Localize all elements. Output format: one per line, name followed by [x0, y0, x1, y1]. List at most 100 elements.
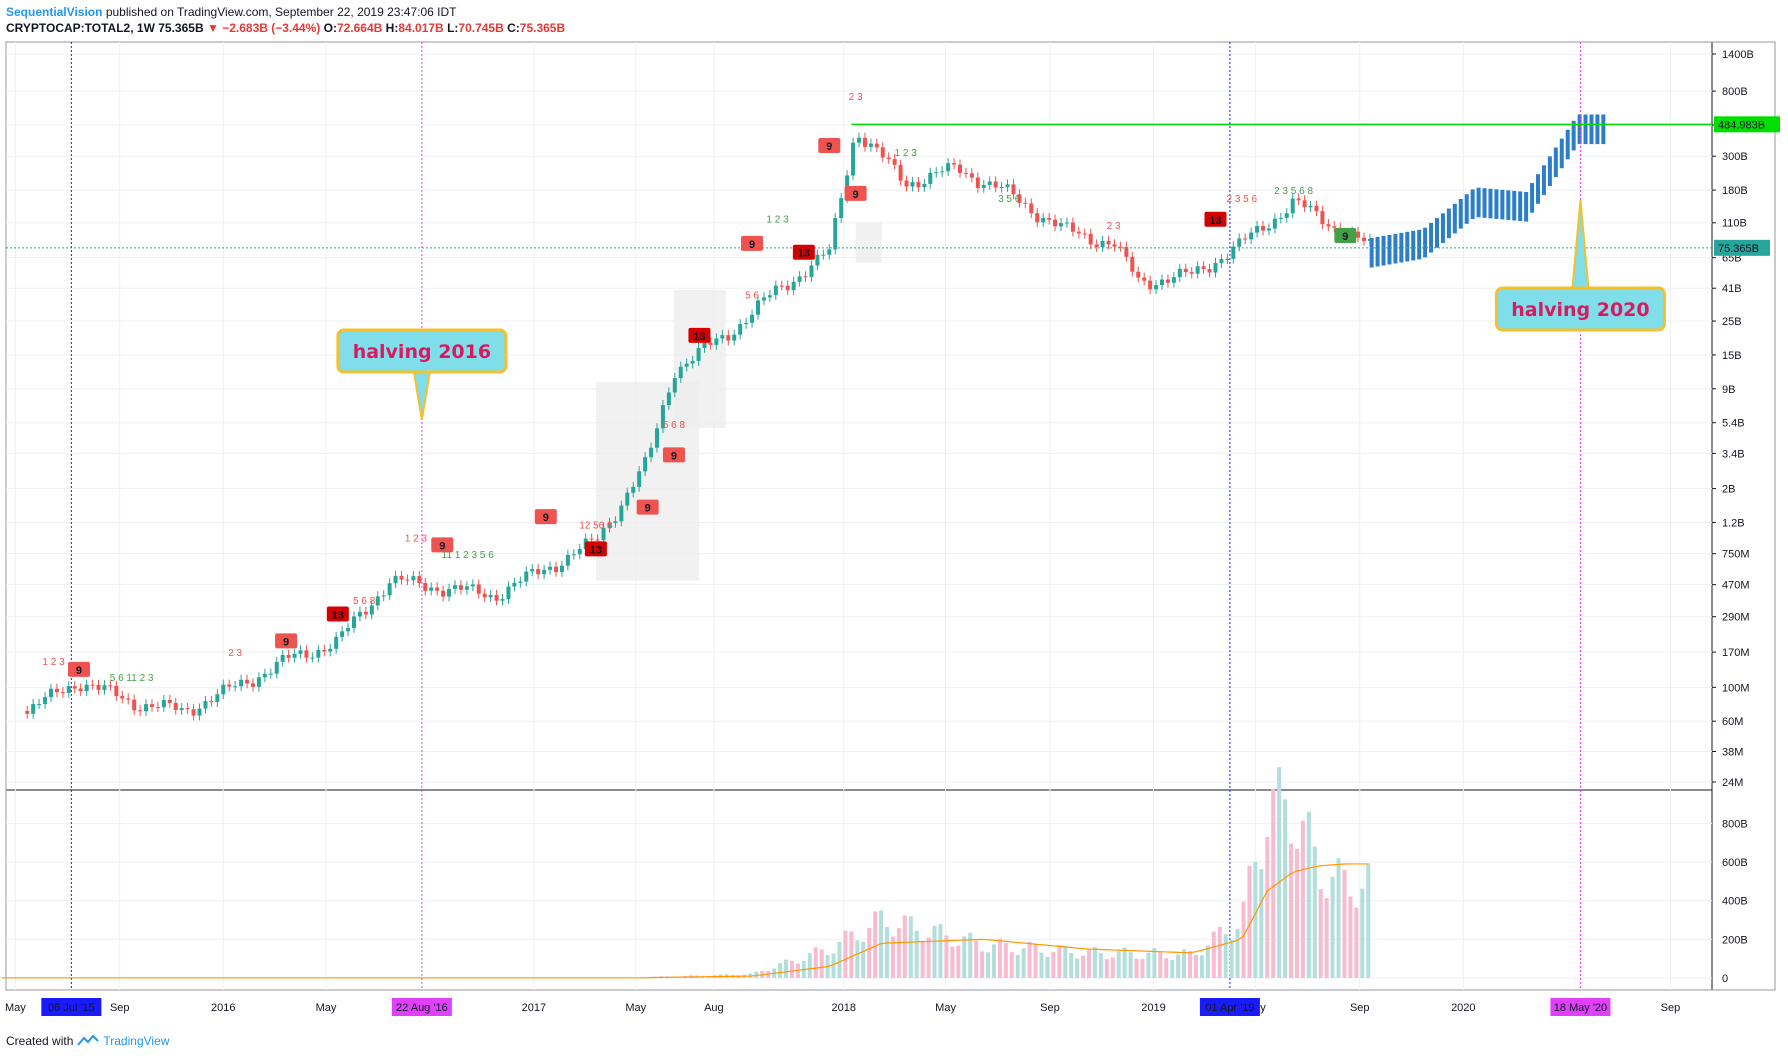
volume-bar	[1039, 952, 1044, 978]
volume-bar	[867, 927, 872, 978]
candle	[803, 276, 808, 278]
td-count-badge	[1204, 211, 1227, 227]
chart-canvas[interactable]: 1400B800B480B300B180B110B65B41B25B15B9B5…	[0, 0, 1788, 1030]
candle	[405, 579, 410, 581]
candle	[1243, 238, 1248, 240]
volume-bar	[873, 911, 878, 978]
volume-bar	[1110, 957, 1115, 978]
td-count-digits: 3 5 6	[998, 194, 1021, 205]
candle	[149, 704, 154, 707]
candle	[346, 628, 351, 632]
volume-bar	[1104, 958, 1109, 978]
volume-bar	[1306, 811, 1311, 978]
candle	[868, 143, 873, 147]
date-marker-tag	[391, 998, 452, 1016]
volume-bar	[1205, 945, 1210, 978]
open-label: O:	[323, 21, 337, 35]
td-shaded-zone	[855, 222, 882, 263]
volume-tick-label: 200B	[1722, 934, 1748, 946]
candle	[1076, 231, 1081, 234]
candle	[625, 492, 630, 506]
candle	[1124, 246, 1129, 257]
candle	[963, 172, 968, 174]
annotation-bubble[interactable]	[1494, 286, 1666, 332]
volume-bar	[1170, 959, 1175, 978]
volume-bar	[1247, 865, 1252, 978]
candle	[1314, 205, 1319, 212]
resistance-price-tag	[1714, 116, 1780, 133]
volume-bar	[890, 936, 895, 978]
publish-line: SequentialVision published on TradingVie…	[6, 4, 565, 20]
candle	[506, 586, 511, 600]
volume-bar	[986, 952, 991, 978]
volume-bar	[1045, 956, 1050, 978]
candle	[755, 300, 760, 315]
annotation-text: halving 2016	[353, 341, 491, 363]
candle	[351, 616, 356, 629]
td-count-label: 9	[76, 665, 82, 677]
volume-bar	[1277, 767, 1282, 978]
volume-bar	[1360, 888, 1365, 978]
candle	[90, 684, 95, 686]
y-tick-label: 38M	[1722, 747, 1743, 759]
candle	[54, 688, 59, 693]
volume-bar	[1294, 848, 1299, 978]
candle	[340, 631, 345, 637]
candle	[1053, 219, 1058, 227]
projection-bar	[1518, 191, 1523, 222]
candle	[167, 699, 172, 703]
author-link[interactable]: SequentialVision	[6, 5, 103, 19]
tradingview-brand[interactable]: TradingView	[103, 1034, 170, 1048]
td-count-digits: 1 2 3	[895, 148, 918, 159]
volume-bar	[819, 949, 824, 978]
td-count-digits: 1 2 3	[766, 215, 789, 226]
candle	[233, 686, 238, 688]
volume-bar	[968, 932, 973, 978]
volume-bar	[902, 915, 907, 978]
projection-bar	[1565, 129, 1570, 160]
candle	[138, 710, 143, 712]
annotation-bubble[interactable]	[336, 328, 508, 374]
projection-bar	[1494, 189, 1499, 219]
volume-bar	[1241, 901, 1246, 978]
candle	[821, 254, 826, 256]
x-tick-label: May	[316, 1002, 337, 1014]
y-tick-label: 170M	[1722, 647, 1750, 659]
projection-bar	[1506, 190, 1511, 220]
candle	[274, 661, 279, 674]
projection-bar	[1559, 138, 1564, 169]
candle	[898, 164, 903, 181]
candle	[910, 182, 915, 187]
candle	[1213, 263, 1218, 273]
candle	[120, 696, 125, 699]
projection-bar	[1547, 156, 1552, 187]
projection-bar	[1417, 229, 1422, 260]
td-count-digits: 2 3 5 6	[1226, 194, 1257, 205]
candle	[1332, 226, 1337, 228]
projection-bar	[1595, 114, 1600, 145]
x-tick-label: May	[625, 1002, 646, 1014]
candle	[601, 527, 606, 541]
volume-bar	[1128, 952, 1133, 978]
candle	[322, 649, 327, 652]
candle	[429, 587, 434, 591]
candle	[310, 657, 315, 659]
td-count-digits: 5 6 8	[663, 420, 686, 431]
candle	[536, 569, 541, 575]
candle	[102, 685, 107, 690]
candle	[476, 584, 481, 594]
candle	[1070, 222, 1075, 232]
td-count-label: 9	[439, 540, 445, 552]
candle	[702, 342, 707, 349]
candle	[452, 585, 457, 589]
publish-info: published on TradingView.com, September …	[105, 5, 457, 19]
candle	[399, 575, 404, 580]
candle	[761, 297, 766, 301]
volume-bar	[1324, 898, 1329, 978]
date-marker-label: 06 Jul '15	[48, 1002, 95, 1014]
candle	[132, 699, 137, 711]
volume-bar	[1265, 836, 1270, 978]
volume-bar	[1152, 948, 1157, 978]
td-count-label: 9	[749, 239, 755, 251]
candle	[928, 172, 933, 184]
